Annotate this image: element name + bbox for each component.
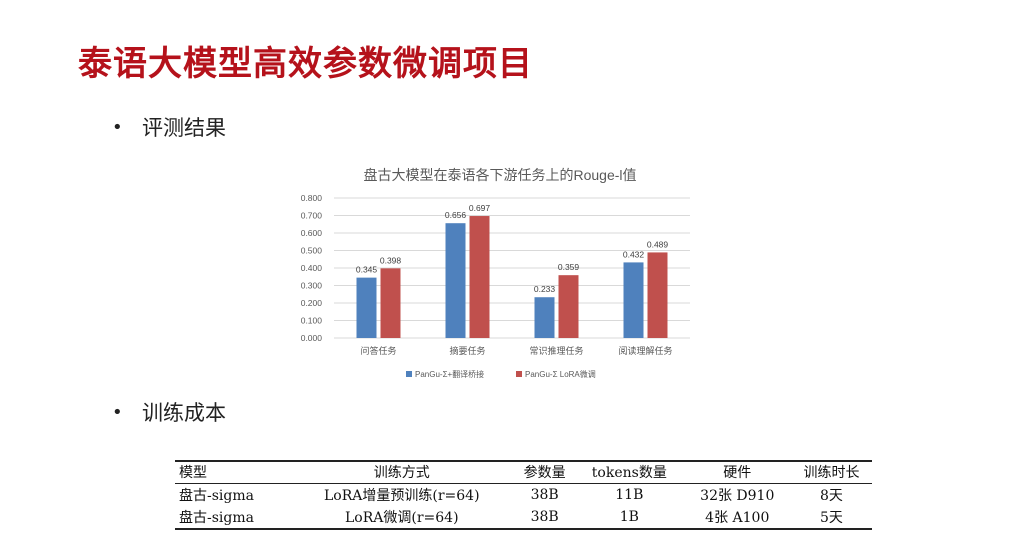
bullet-dot: • [112, 116, 123, 138]
x-tick-label: 阅读理解任务 [618, 345, 672, 356]
data-label: 0.359 [558, 262, 580, 272]
y-tick-label: 0.700 [301, 211, 323, 221]
bar-1 [469, 216, 490, 338]
bar-0 [534, 297, 555, 338]
cell-hardware: 4张 A100 [683, 506, 791, 530]
header-hardware: 硬件 [683, 461, 791, 484]
legend-label: PanGu-Σ+翻译桥接 [415, 369, 484, 379]
header-model: 模型 [175, 461, 290, 484]
x-tick-label: 问答任务 [360, 345, 396, 356]
data-label: 0.233 [534, 284, 556, 294]
bullet-eval-label: 评测结果 [142, 116, 226, 140]
header-tokens: tokens数量 [575, 461, 684, 484]
cell-method: LoRA增量预训练(r=64) [324, 488, 480, 504]
bar-0 [356, 277, 377, 338]
header-params: 参数量 [514, 461, 576, 484]
data-label: 0.398 [380, 255, 402, 265]
bar-0 [623, 262, 644, 338]
y-tick-label: 0.600 [301, 228, 323, 238]
y-tick-label: 0.100 [301, 316, 323, 326]
bullet-cost-label: 训练成本 [142, 401, 226, 425]
bullet-dot: • [112, 401, 123, 423]
header-method: 训练方式 [289, 461, 515, 484]
y-tick-label: 0.800 [301, 193, 323, 203]
x-tick-label: 常识推理任务 [529, 345, 583, 356]
data-label: 0.489 [647, 239, 669, 249]
legend-label: PanGu-Σ LoRA微调 [525, 369, 596, 379]
bar-1 [647, 252, 668, 338]
cell-duration: 5天 [790, 506, 872, 530]
data-label: 0.656 [445, 210, 467, 220]
data-label: 0.432 [623, 249, 645, 259]
y-tick-label: 0.000 [301, 333, 323, 343]
bar-1 [380, 268, 401, 338]
rouge-bar-chart: 盘古大模型在泰语各下游任务上的Rouge-l值 0.000 0.100 0.200 0.… [290, 158, 700, 388]
cell-model: 盘古-sigma [179, 488, 254, 504]
page-title: 泰语大模型高效参数微调项目 [78, 44, 533, 84]
cell-model: 盘古-sigma [175, 506, 290, 530]
cell-params: 38B [514, 506, 576, 530]
cell-params: 38B [530, 487, 559, 503]
y-tick-label: 0.300 [301, 281, 323, 291]
legend-swatch [516, 371, 522, 377]
data-label: 0.345 [356, 265, 378, 275]
cell-method: LoRA微调(r=64) [289, 506, 515, 530]
legend-swatch [406, 371, 412, 377]
cell-duration: 8天 [820, 488, 843, 504]
header-duration: 训练时长 [790, 461, 872, 484]
y-tick-label: 0.200 [301, 298, 323, 308]
table-row: 盘古-sigma LoRA微调(r=64) 38B 1B 4张 A100 5天 [175, 506, 872, 530]
training-cost-table: 模型 训练方式 参数量 tokens数量 硬件 训练时长 盘古-sigma Lo… [175, 460, 872, 530]
y-tick-label: 0.500 [301, 246, 323, 256]
chart-title: 盘古大模型在泰语各下游任务上的Rouge-l值 [363, 167, 636, 183]
bar-1 [558, 275, 579, 338]
bullet-training-cost: • 训练成本 [112, 397, 226, 427]
cell-tokens: 11B [615, 487, 644, 503]
chart-svg: 盘古大模型在泰语各下游任务上的Rouge-l值 0.000 0.100 0.200 0.… [301, 167, 690, 379]
cell-tokens: 1B [575, 506, 684, 530]
table-row: 盘古-sigma LoRA增量预训练(r=64) 38B 11B 32张 D91… [175, 484, 872, 507]
bar-0 [445, 223, 466, 338]
table-header-row: 模型 训练方式 参数量 tokens数量 硬件 训练时长 [175, 461, 872, 484]
bullet-eval-results: • 评测结果 [112, 112, 226, 142]
y-tick-label: 0.400 [301, 263, 323, 273]
cell-hardware: 32张 D910 [700, 488, 775, 504]
data-label: 0.697 [469, 203, 491, 213]
x-tick-label: 摘要任务 [449, 345, 485, 356]
